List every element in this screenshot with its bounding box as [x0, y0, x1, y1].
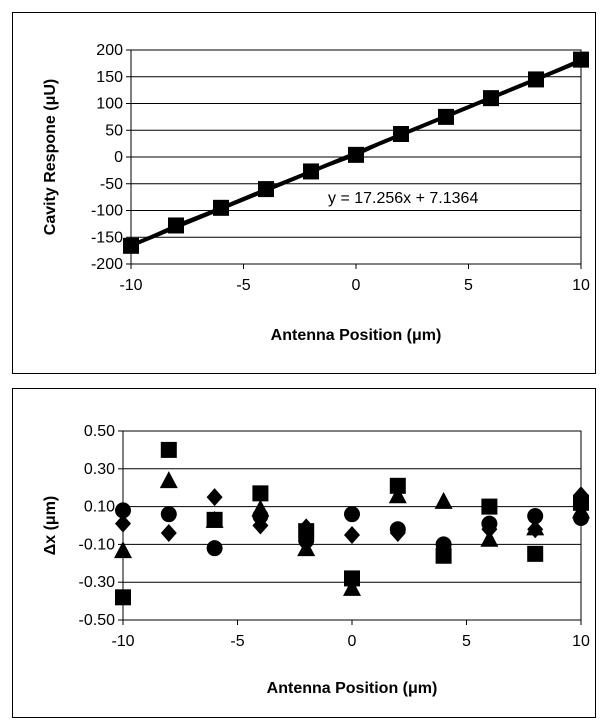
chart-panel-delta-x: 0.50 0.30 0.10 -0.10 -0.30 -0.50 -10 -5 0 5 10 Ante… [12, 388, 596, 718]
x-tick-label: 5 [464, 277, 473, 294]
delta-x-chart: 0.50 0.30 0.10 -0.10 -0.30 -0.50 -10 -5 0 5 10 Ante… [42, 423, 590, 697]
data-point-triangle [159, 471, 178, 489]
y-axis-title: Δx (μm) [42, 496, 59, 556]
data-point-diamond [115, 514, 131, 533]
y-tick-label: 0 [114, 149, 123, 166]
y-tick-label: -0.30 [79, 574, 116, 591]
data-point-square [481, 498, 498, 515]
data-point-circle [481, 515, 498, 532]
data-point-diamond [298, 518, 315, 537]
y-tick-label: 50 [105, 122, 123, 139]
data-point-circle [115, 502, 131, 519]
y-tick-label: 0.50 [84, 423, 115, 440]
x-tick-label: 0 [352, 277, 361, 294]
data-point-square [258, 181, 274, 198]
data-point-square [393, 125, 409, 142]
data-point-square [344, 570, 360, 587]
x-tick-label: -10 [111, 633, 134, 650]
data-point-diamond [573, 486, 589, 505]
data-point-diamond [344, 525, 360, 544]
x-tick-label: 10 [572, 633, 590, 650]
data-point-circle [252, 508, 269, 525]
y-tick-label: 150 [96, 69, 123, 86]
y-tick-label: -0.10 [79, 536, 116, 553]
data-point-square [483, 90, 499, 107]
y-tick-label: 0.10 [84, 499, 115, 516]
data-point-square [160, 441, 177, 458]
data-point-circle [573, 509, 589, 526]
y-tick-label: -200 [91, 256, 123, 273]
chart-panel-cavity-response: 200 150 100 50 0 -50 -100 -150 -200 -10 -5 0 5 10 Ante… [12, 12, 596, 374]
x-tick-label: -5 [230, 633, 244, 650]
data-point-circle [160, 506, 177, 523]
x-tick-label: -10 [119, 277, 142, 294]
data-point-square [115, 589, 131, 606]
data-point-circle [344, 506, 360, 523]
data-point-circle [389, 521, 406, 538]
data-point-circle [298, 532, 315, 549]
data-point-triangle [388, 486, 407, 504]
data-point-square [389, 477, 406, 494]
data-point-square [303, 163, 319, 180]
data-point-diamond [527, 520, 544, 539]
data-point-square [123, 237, 139, 254]
data-point-circle [435, 536, 452, 553]
data-point-triangle [434, 491, 453, 509]
y-tick-label: 100 [96, 96, 123, 113]
x-tick-label: -5 [236, 277, 250, 294]
data-point-circle [527, 508, 544, 525]
data-point-diamond [206, 488, 223, 507]
data-point-triangle [205, 510, 224, 528]
data-point-triangle [114, 541, 132, 559]
data-point-square [528, 71, 544, 88]
data-point-square [573, 51, 589, 68]
data-point-triangle [343, 578, 361, 596]
trendline-equation: y = 17.256x + 7.1364 [328, 190, 478, 207]
x-tick-label: 10 [572, 277, 590, 294]
y-tick-label: -0.50 [79, 612, 116, 629]
data-point-square [348, 146, 364, 163]
x-tick-label: 5 [462, 633, 471, 650]
data-point-circle [206, 540, 223, 557]
data-point-square [252, 485, 269, 502]
data-point-square [438, 108, 454, 125]
y-tick-label: 0.30 [84, 461, 115, 478]
data-point-square [527, 545, 544, 562]
y-tick-label: 200 [96, 42, 123, 59]
data-point-diamond [160, 524, 177, 543]
x-axis-title: Antenna Position (μm) [271, 327, 442, 344]
y-tick-label: -150 [91, 229, 123, 246]
y-tick-label: -100 [91, 203, 123, 220]
x-axis-title: Antenna Position (μm) [267, 680, 438, 697]
x-tick-label: 0 [348, 633, 357, 650]
y-tick-label: -50 [100, 176, 123, 193]
data-point-square [213, 199, 229, 216]
y-axis-title: Cavity Respone (μU) [42, 79, 59, 235]
data-point-square [168, 217, 184, 234]
